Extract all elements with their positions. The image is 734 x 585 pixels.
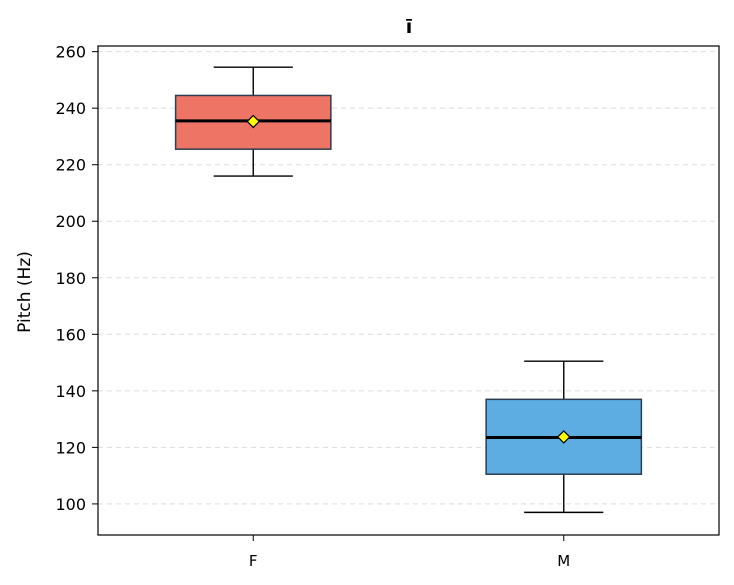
y-tick-label: 120 bbox=[55, 438, 86, 457]
plot-frame bbox=[97, 45, 720, 536]
y-axis: 100 120 140 160 180 200 220 240 260 bbox=[55, 43, 98, 514]
mean-marker bbox=[556, 430, 571, 444]
mean-marker bbox=[246, 114, 261, 129]
y-tick-label: 200 bbox=[55, 212, 86, 231]
y-tick-label: 180 bbox=[55, 269, 86, 288]
x-tick-label: M bbox=[557, 552, 570, 570]
y-axis-title: Pitch (Hz) bbox=[15, 251, 35, 333]
y-tick-label: 220 bbox=[55, 156, 86, 175]
y-tick-label: 260 bbox=[55, 43, 86, 62]
box-f bbox=[174, 66, 332, 177]
y-tick-label: 160 bbox=[55, 325, 86, 344]
grid-lines bbox=[98, 51, 719, 505]
box-series bbox=[174, 66, 643, 514]
y-tick-label: 100 bbox=[55, 495, 86, 514]
chart-title: ī bbox=[406, 16, 413, 38]
y-tick-label: 240 bbox=[55, 99, 86, 118]
y-tick-label: 140 bbox=[55, 382, 86, 401]
box-m bbox=[485, 360, 643, 514]
x-tick-label: F bbox=[249, 552, 258, 570]
